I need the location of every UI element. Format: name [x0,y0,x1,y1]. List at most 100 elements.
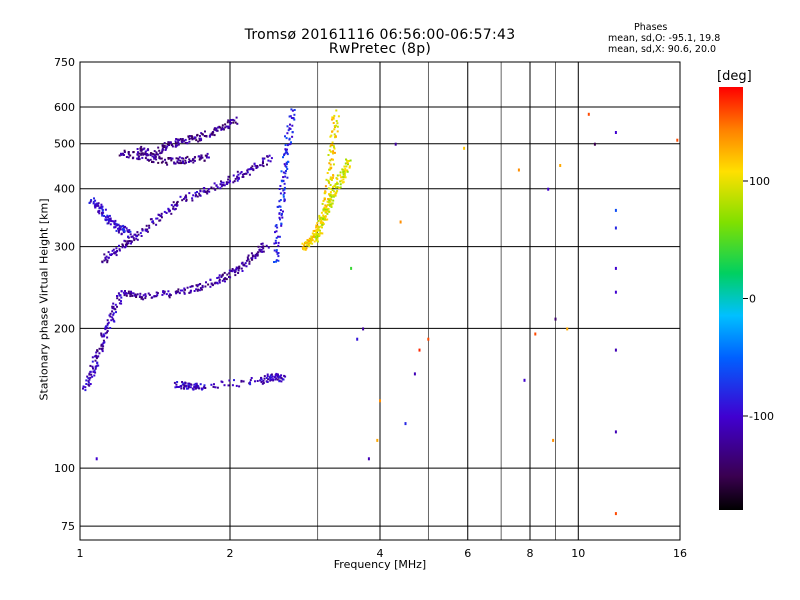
echo-point [137,233,140,236]
echo-point [195,382,198,385]
scatter-point [552,438,555,442]
echo-point [125,292,128,295]
echo-point [189,160,192,163]
echo-point [139,295,141,298]
echo-point [221,279,224,282]
echo-point [142,153,145,156]
echo-point [319,218,322,221]
echo-point [184,159,187,162]
echo-point [220,128,223,131]
echo-point [331,189,334,191]
echo-point [267,246,270,249]
y-tick-label: 75 [61,520,75,533]
echo-point [315,232,318,235]
echo-point [94,371,97,374]
echo-point [94,199,97,202]
echo-point [127,290,130,293]
echo-point [322,222,325,224]
echo-point [196,289,199,292]
echo-point [270,376,273,379]
echo-point [239,172,242,175]
echo-point [155,295,158,298]
echo-point [197,140,200,143]
echo-point [181,199,184,202]
echo-point [178,292,181,295]
echo-point [329,200,332,203]
echo-point [195,139,198,142]
echo-point [336,182,338,185]
echo-point [175,383,178,386]
echo-point [286,125,289,128]
echo-point [240,262,243,265]
echo-point [231,118,234,121]
echo-point [302,248,305,251]
echo-point [118,294,121,296]
echo-point [331,130,333,133]
echo-point [157,161,160,164]
echo-point [205,156,208,159]
echo-point [231,270,234,273]
echo-point [153,295,156,298]
echo-point [261,245,264,248]
scatter-point [362,327,365,331]
scatter-point [614,131,617,134]
scatter-point [614,226,617,230]
echo-point [101,260,104,263]
echo-point [199,287,202,290]
echo-point [177,157,180,160]
scatter-point [593,142,596,146]
echo-point [322,209,325,212]
echo-point [336,130,339,133]
echo-point [283,374,286,377]
echo-point [180,162,182,165]
echo-point [140,235,143,237]
echo-point [250,166,253,169]
echo-point [221,126,224,129]
echo-point [169,157,172,159]
echo-point [314,235,317,238]
echo-point [198,135,201,137]
echo-point [283,188,286,191]
echo-point [138,152,141,155]
echo-point [216,129,219,132]
echo-point [285,170,287,172]
echo-point [91,365,94,368]
echo-point [222,181,225,184]
echo-point [197,288,200,291]
echo-point [185,384,188,387]
echo-point [275,250,278,253]
echo-point [262,157,265,160]
echo-point [155,223,158,226]
echo-point [87,380,90,383]
echo-point [346,169,349,172]
echo-point [315,226,318,229]
echo-point [251,257,254,260]
x-tick-label: 2 [227,547,234,560]
echo-point [189,285,192,288]
echo-point [336,178,339,181]
echo-point [153,150,156,153]
echo-point [91,360,94,363]
colorbar-tick-label: 100 [749,175,770,188]
echo-point [177,139,180,142]
echo-point [305,244,308,247]
echo-point [171,157,174,160]
echo-point [240,380,243,383]
echo-point [212,385,215,388]
echo-point [347,160,350,162]
echo-point [144,229,147,232]
echo-point [191,159,194,162]
echo-point [200,288,203,291]
echo-point [177,290,180,293]
echo-point [326,209,329,212]
echo-point [285,137,288,140]
echo-point [134,233,137,236]
echo-point [262,382,265,384]
echo-point [186,387,188,390]
echo-point [251,258,254,261]
echo-point [216,386,219,389]
echo-point [336,122,339,125]
echo-point [181,139,184,142]
echo-point [237,173,240,176]
echo-point [275,242,277,244]
